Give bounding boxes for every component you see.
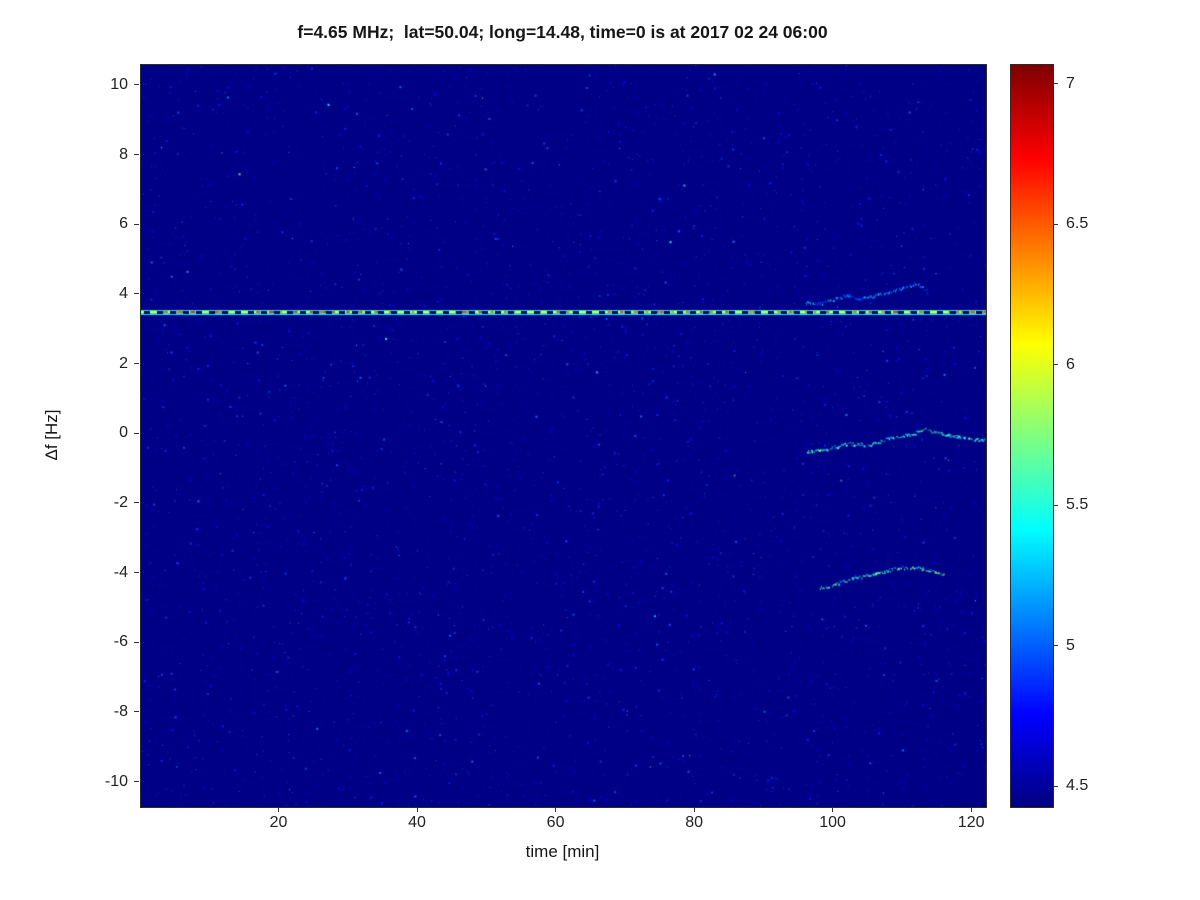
colorbar-tick-mark: [1054, 504, 1058, 506]
chart-title: f=4.65 MHz; lat=50.04; long=14.48, time=…: [297, 22, 828, 42]
colorbar-tick-mark: [1054, 645, 1058, 647]
y-tick-mark: [134, 293, 139, 295]
colorbar-tick-label: 4.5: [1066, 777, 1089, 795]
y-tick-mark: [134, 154, 139, 156]
y-tick-label: 4: [119, 284, 128, 302]
y-tick-label: -8: [113, 702, 128, 720]
colorbar-tick-mark: [1054, 83, 1058, 85]
y-tick-mark: [134, 363, 139, 365]
y-tick-label: -10: [104, 772, 128, 790]
y-tick-mark: [134, 432, 139, 434]
y-tick-label: -2: [113, 493, 128, 511]
x-tick-mark: [970, 807, 972, 812]
colorbar: [1010, 64, 1054, 808]
colorbar-tick-label: 6.5: [1066, 215, 1089, 233]
y-tick-mark: [134, 781, 139, 783]
y-tick-label: -4: [113, 563, 128, 581]
y-tick-mark: [134, 572, 139, 574]
x-tick-label: 20: [269, 814, 288, 831]
colorbar-tick-label: 6: [1066, 355, 1075, 373]
x-tick-mark: [832, 807, 834, 812]
x-tick-label: 40: [408, 814, 426, 831]
colorbar-tick-mark: [1054, 785, 1058, 787]
x-tick-mark: [416, 807, 418, 812]
y-tick-label: 8: [119, 145, 128, 163]
x-tick-label: 60: [546, 814, 565, 831]
x-tick-mark: [555, 807, 557, 812]
y-tick-label: 10: [110, 75, 128, 93]
x-tick-mark: [693, 807, 695, 812]
y-tick-mark: [134, 641, 139, 643]
x-axis-label: time [min]: [525, 842, 600, 861]
y-tick-mark: [134, 711, 139, 713]
y-axis-label: Δf [Hz]: [42, 409, 61, 461]
x-tick-mark: [278, 807, 280, 812]
colorbar-tick-label: 7: [1066, 74, 1075, 92]
spectrogram-heatmap: [140, 64, 987, 808]
colorbar-tick-label: 5.5: [1066, 496, 1089, 514]
y-tick-mark: [134, 223, 139, 225]
x-tick-label: 120: [957, 814, 985, 831]
x-tick-label: 80: [685, 814, 703, 831]
y-tick-label: 0: [119, 424, 128, 442]
colorbar-tick-mark: [1054, 223, 1058, 225]
y-tick-label: -6: [113, 633, 128, 651]
colorbar-tick-label: 5: [1066, 636, 1075, 654]
colorbar-tick-mark: [1054, 364, 1058, 366]
x-tick-label: 100: [819, 814, 846, 831]
y-tick-mark: [134, 502, 139, 504]
y-tick-label: 6: [119, 215, 128, 233]
y-tick-label: 2: [119, 354, 128, 372]
y-tick-mark: [134, 84, 139, 86]
